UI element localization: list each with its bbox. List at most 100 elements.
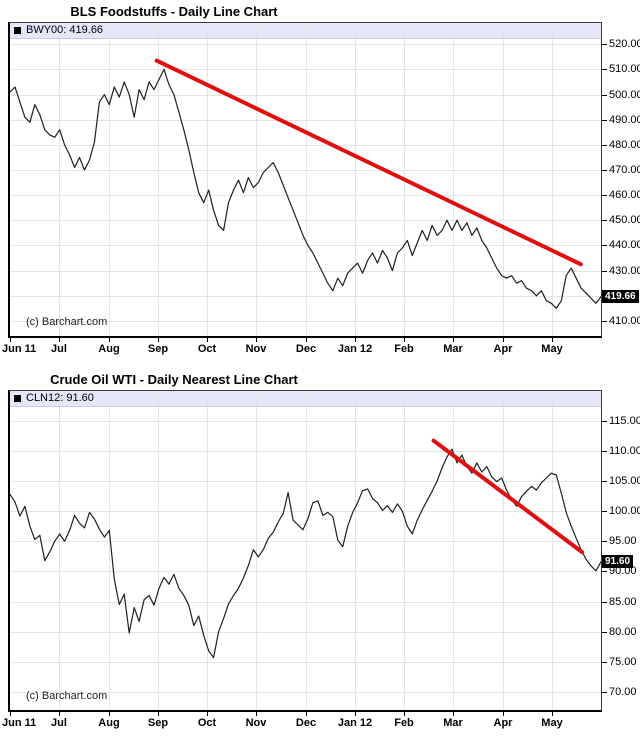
- chart-legend: BWY00: 419.66: [14, 24, 103, 37]
- x-axis-month-label: Jun 11: [2, 343, 37, 355]
- x-axis-month-label: Jan 12: [337, 717, 373, 729]
- x-axis-month-label: Apr: [493, 343, 513, 355]
- x-axis-month-label: Feb: [394, 343, 414, 355]
- price-line-plot: [10, 23, 601, 336]
- chart-title: BLS Foodstuffs - Daily Line Chart: [70, 4, 278, 19]
- x-axis-month-label: Jun 11: [2, 717, 37, 729]
- y-axis-tick-label: 500.00: [609, 89, 640, 101]
- y-axis-tick: [602, 451, 607, 452]
- y-axis-tick: [602, 541, 607, 542]
- x-axis-tick: [453, 338, 454, 342]
- y-axis-tick: [602, 692, 607, 693]
- y-axis-tick: [602, 511, 607, 512]
- x-axis-tick: [256, 712, 257, 716]
- x-axis-month-label: Dec: [295, 343, 317, 355]
- y-axis-tick: [602, 44, 607, 45]
- price-series-line: [10, 448, 601, 659]
- x-axis-month-label: Feb: [394, 717, 414, 729]
- y-axis-tick: [602, 145, 607, 146]
- y-axis-tick-label: 95.00: [609, 535, 637, 547]
- y-axis-tick-label: 430.00: [609, 265, 640, 277]
- chart-plot-frame: CLN12: 91.60 (c) Barchart.com: [8, 390, 602, 712]
- x-axis-tick: [10, 338, 11, 342]
- y-axis-tick: [602, 220, 607, 221]
- y-axis-tick: [602, 170, 607, 171]
- price-series-line: [10, 68, 601, 309]
- chart-plot-frame: BWY00: 419.66 (c) Barchart.com: [8, 22, 602, 338]
- x-axis-tick: [306, 338, 307, 342]
- y-axis-tick: [602, 69, 607, 70]
- x-axis-month-label: May: [541, 717, 563, 729]
- x-axis-month-label: Dec: [295, 717, 317, 729]
- y-axis-tick: [602, 195, 607, 196]
- x-axis-month-label: Mar: [443, 343, 463, 355]
- y-axis-tick-label: 70.00: [609, 686, 637, 698]
- y-axis-tick-label: 85.00: [609, 596, 637, 608]
- y-axis-tick-label: 520.00: [609, 38, 640, 50]
- y-axis-tick: [602, 662, 607, 663]
- legend-series-label: BWY00: 419.66: [26, 24, 104, 36]
- y-axis-tick-label: 450.00: [609, 214, 640, 226]
- y-axis-tick: [602, 602, 607, 603]
- last-price-tag: 91.60: [602, 555, 634, 569]
- x-axis-month-label: Nov: [245, 343, 267, 355]
- x-axis-tick: [59, 712, 60, 716]
- x-axis-month-label: Sep: [147, 343, 169, 355]
- series-square-marker-icon: [14, 395, 21, 402]
- x-axis-tick: [552, 338, 553, 342]
- x-axis-tick: [59, 338, 60, 342]
- series-square-marker-icon: [14, 27, 21, 34]
- x-axis-tick: [355, 712, 356, 716]
- x-axis-tick: [503, 338, 504, 342]
- x-axis-tick: [503, 712, 504, 716]
- y-axis-tick-label: 115.00: [609, 415, 640, 427]
- y-axis-tick-label: 480.00: [609, 139, 640, 151]
- copyright-label: (c) Barchart.com: [26, 316, 108, 328]
- y-axis-tick-label: 100.00: [609, 505, 640, 517]
- trendline: [431, 438, 585, 555]
- x-axis-tick: [158, 338, 159, 342]
- x-axis-tick: [207, 338, 208, 342]
- y-axis-tick: [602, 120, 607, 121]
- y-axis-tick-label: 490.00: [609, 114, 640, 126]
- y-axis-tick-label: 460.00: [609, 189, 640, 201]
- x-axis-month-label: Nov: [245, 717, 267, 729]
- x-axis-tick: [158, 712, 159, 716]
- x-axis-tick: [306, 712, 307, 716]
- x-axis-tick: [109, 338, 110, 342]
- y-axis-tick-label: 410.00: [609, 315, 640, 327]
- y-axis-tick-label: 510.00: [609, 63, 640, 75]
- x-axis-month-label: Jul: [51, 717, 67, 729]
- y-axis-tick-label: 75.00: [609, 656, 637, 668]
- y-axis-tick: [602, 571, 607, 572]
- x-axis-month-label: Jul: [51, 343, 67, 355]
- x-axis-month-label: Apr: [493, 717, 513, 729]
- x-axis-tick: [552, 712, 553, 716]
- y-axis-tick-label: 110.00: [609, 445, 640, 457]
- x-axis-tick: [207, 712, 208, 716]
- y-axis-tick: [602, 321, 607, 322]
- x-axis-month-label: Sep: [147, 717, 169, 729]
- x-axis-month-label: Aug: [98, 717, 120, 729]
- y-axis-tick-label: 440.00: [609, 239, 640, 251]
- chart-legend: CLN12: 91.60: [14, 392, 94, 405]
- x-axis-tick: [10, 712, 11, 716]
- trendline: [154, 58, 583, 267]
- x-axis-tick: [256, 338, 257, 342]
- y-axis-tick: [602, 421, 607, 422]
- y-axis-tick: [602, 632, 607, 633]
- legend-series-label: CLN12: 91.60: [26, 392, 94, 404]
- copyright-label: (c) Barchart.com: [26, 690, 108, 702]
- price-line-plot: [10, 391, 601, 710]
- x-axis-month-label: Aug: [98, 343, 120, 355]
- x-axis-month-label: Oct: [197, 343, 217, 355]
- y-axis-tick-label: 105.00: [609, 475, 640, 487]
- x-axis-tick: [109, 712, 110, 716]
- x-axis-tick: [404, 338, 405, 342]
- y-axis-tick-label: 470.00: [609, 164, 640, 176]
- x-axis-month-label: May: [541, 343, 563, 355]
- last-price-tag: 419.66: [602, 290, 639, 304]
- x-axis-tick: [453, 712, 454, 716]
- x-axis-tick: [404, 712, 405, 716]
- x-axis-month-label: Oct: [197, 717, 217, 729]
